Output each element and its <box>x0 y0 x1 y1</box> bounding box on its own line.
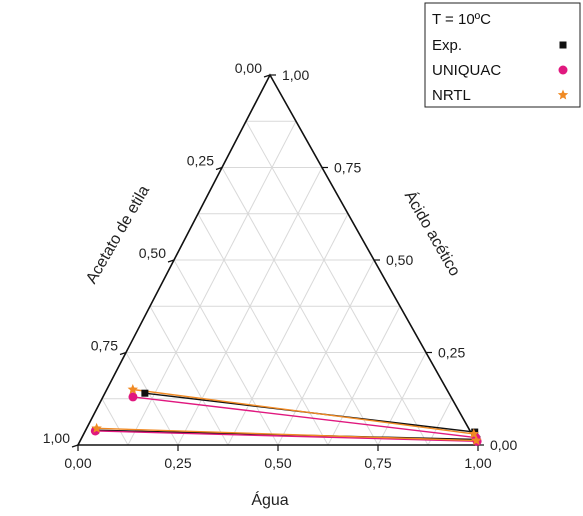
legend-markers <box>557 41 569 100</box>
left-tick-label: 1,00 <box>43 430 70 446</box>
left-axis-title: Acetato de etila <box>83 183 153 287</box>
grid-line <box>245 121 429 446</box>
tick-mark <box>215 166 223 171</box>
grid-line <box>173 259 279 446</box>
left-tick-label: 0,50 <box>139 245 166 261</box>
tick-mark <box>71 444 79 448</box>
right-tick-label: 0,25 <box>438 345 465 361</box>
grid-line <box>101 398 129 446</box>
legend: T = 10ºC Exp. UNIQUAC NRTL <box>424 2 581 108</box>
grid-line <box>227 213 349 446</box>
data-point-star <box>127 384 139 394</box>
grid-line <box>427 398 453 446</box>
tick-marks <box>71 74 484 451</box>
data-markers <box>90 384 482 446</box>
data-point-star <box>471 435 482 446</box>
grid-lines <box>101 120 453 446</box>
data-point-circle <box>128 392 138 402</box>
tick-labels: 0,00 1,00 0,00 0,25 0,75 0,25 0,50 0,50 0,50 0,75… <box>43 60 518 471</box>
legend-title: T = 10ºC <box>432 11 491 28</box>
tie-lines <box>95 388 478 442</box>
grid-line <box>149 306 229 446</box>
grid-line <box>127 121 297 446</box>
tick-mark <box>167 259 175 263</box>
bottom-tick-label: 0,00 <box>64 455 91 471</box>
right-tick-label: 0,50 <box>386 252 413 268</box>
legend-marker-star <box>557 89 569 100</box>
tie-line <box>132 388 474 435</box>
left-tick-label: 0,75 <box>91 338 118 354</box>
tie-line <box>96 427 477 442</box>
left-tick-label: 0,00 <box>235 60 262 76</box>
bottom-tick-label: 0,25 <box>164 455 191 471</box>
right-tick-label: 0,75 <box>334 160 361 176</box>
tie-line <box>95 430 478 442</box>
legend-box <box>424 2 581 108</box>
grid-line <box>277 259 375 446</box>
grid-line <box>197 213 329 446</box>
bottom-tick-label: 0,50 <box>264 455 291 471</box>
left-tick-label: 0,25 <box>187 153 214 169</box>
tick-mark <box>119 351 127 356</box>
bottom-tick-label: 0,75 <box>364 455 391 471</box>
data-point-star <box>91 422 102 433</box>
tick-mark <box>263 74 271 78</box>
right-tick-label: 0,00 <box>490 437 517 453</box>
legend-label: Exp. <box>432 37 462 54</box>
grid-line <box>377 352 427 446</box>
bottom-tick-label: 1,00 <box>464 455 491 471</box>
legend-marker-circle <box>558 65 568 75</box>
legend-label: UNIQUAC <box>432 62 501 79</box>
legend-label: NRTL <box>432 87 471 104</box>
tie-line <box>132 396 476 439</box>
right-tick-label: 1,00 <box>282 67 309 83</box>
x-axis-title: Água <box>251 490 288 509</box>
legend-marker-square <box>559 41 567 49</box>
data-point-square <box>141 389 149 397</box>
